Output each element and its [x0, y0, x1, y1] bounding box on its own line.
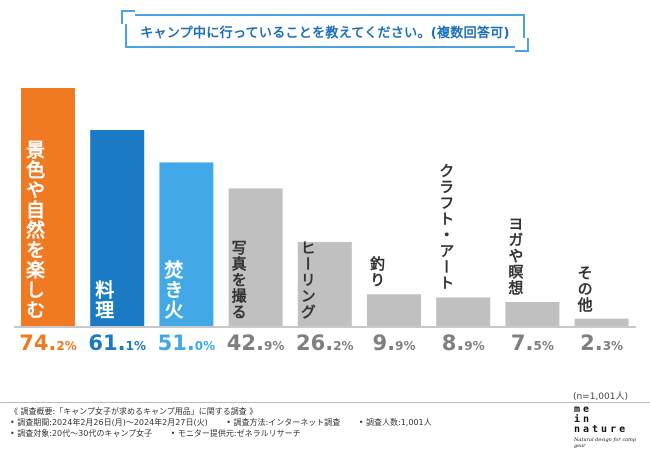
bar-4 [228, 188, 283, 326]
footer-period: • 調査期間:2024年2月26日(月)〜2024年2月27日(火) [10, 418, 208, 427]
bar-9 [574, 318, 629, 326]
value-label-6: 9.9% [372, 331, 416, 355]
value-label-1: 74.2% [19, 331, 77, 355]
sample-size-note: (n=1,001人) [572, 392, 628, 402]
footer-method: • 調査方法:インターネット調査 [226, 418, 341, 427]
category-label-7: クラフト・アート [437, 163, 456, 292]
bar-6 [367, 294, 421, 326]
category-label-9: その他 [575, 264, 594, 313]
category-label-1: 景色や自然を楽しむ [23, 140, 45, 320]
category-label-5: ヒーリング [298, 240, 317, 320]
value-label-5: 26.2% [296, 331, 354, 355]
value-label-4: 42.9% [226, 331, 285, 355]
logo-line-2: in [574, 414, 593, 425]
brand-logo: me in nature Natural design for camp gea… [574, 404, 646, 450]
bar-1 [21, 88, 75, 326]
bar-3 [159, 162, 214, 326]
category-label-3: 焚き火 [161, 260, 184, 320]
footer-provider: • モニター提供元:ゼネラルリサーチ [170, 429, 301, 438]
category-label-2: 料理 [92, 280, 115, 320]
chart-title: キャンプ中に行っていることを教えてください。(複数回答可) [140, 25, 510, 41]
logo-tagline: Natural design for camp gear [574, 437, 637, 449]
bar-5 [297, 241, 352, 326]
chart-title-box: キャンプ中に行っていることを教えてください。(複数回答可) [121, 10, 529, 52]
logo-line-3: nature [574, 424, 629, 435]
bar-2 [90, 130, 145, 326]
footer-divider [0, 402, 650, 403]
bar-7 [436, 297, 491, 326]
category-label-4: 写真を撮る [229, 240, 248, 320]
footer-row-2: • 調査対象:20代〜30代のキャンプ女子 • モニター提供元:ゼネラルリサーチ [10, 428, 448, 439]
value-label-9: 2.3% [580, 331, 624, 355]
bar-chart [21, 88, 629, 326]
footer-count: • 調査人数:1,001人 [358, 418, 432, 427]
bar-8 [505, 301, 560, 326]
value-label-2: 61.1% [88, 331, 146, 355]
value-label-8: 7.5% [510, 331, 554, 355]
footer-row-1: • 調査期間:2024年2月26日(月)〜2024年2月27日(火) • 調査方… [10, 417, 448, 428]
value-label-3: 51.0% [157, 331, 216, 355]
footer-summary: 《 調査概要:「キャンプ女子が求めるキャンプ用品」に関する調査 》 [10, 407, 258, 416]
category-label-8: ヨガや瞑想 [506, 215, 525, 296]
footer-target: • 調査対象:20代〜30代のキャンプ女子 [10, 429, 153, 438]
category-label-6: 釣り [368, 256, 386, 289]
survey-footer: 《 調査概要:「キャンプ女子が求めるキャンプ用品」に関する調査 》 • 調査期間… [10, 406, 448, 439]
logo-line-1: me [574, 404, 593, 415]
value-label-7: 8.9% [441, 331, 485, 355]
chart-baseline [14, 326, 636, 328]
